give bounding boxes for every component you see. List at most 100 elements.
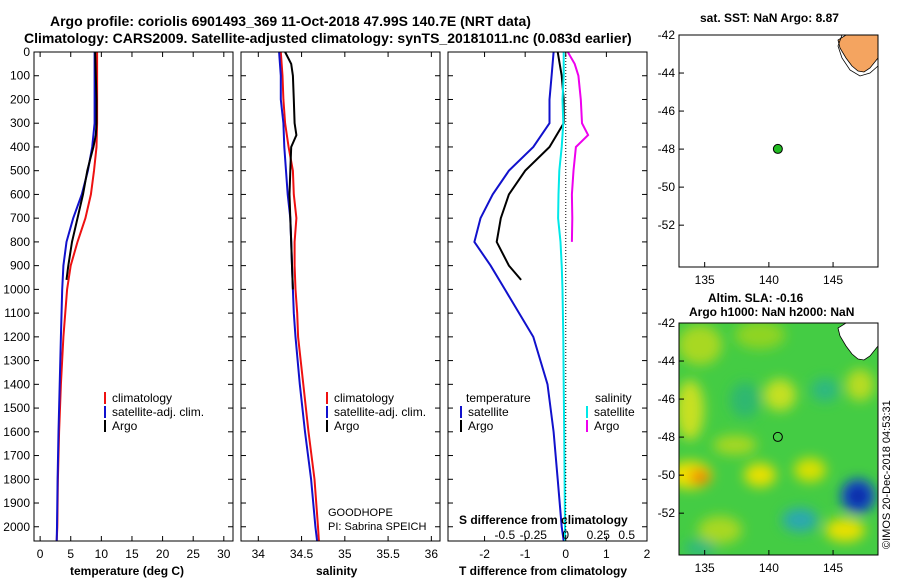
salinity-axes-frame <box>240 51 441 542</box>
depth-tick-label: 0 <box>23 45 30 59</box>
map-y-tick-label: -42 <box>658 316 676 330</box>
depth-tick-label: 600 <box>10 187 30 201</box>
depth-tick-label: 2000 <box>3 520 30 534</box>
map-x-tick-label: 145 <box>823 561 843 575</box>
temperature-panel: 0100200300400500600700800900100011001200… <box>3 45 234 578</box>
x-tick-label: 0 <box>562 547 569 561</box>
legend-argo: Argo <box>112 419 138 433</box>
x-tick-label: 20 <box>156 547 170 561</box>
salinity-xlabel: salinity <box>316 564 358 578</box>
sla-map-frame <box>678 322 879 556</box>
credit-text: ©IMOS 20-Dec-2018 04:53:31 <box>881 400 893 549</box>
pi-annotation: PI: Sabrina SPEICH <box>328 521 426 533</box>
legend-satellite: satellite-adj. clim. <box>112 405 204 419</box>
top-x-tick-label: 0.25 <box>587 528 611 542</box>
series-satellite-adj-clim- <box>55 52 96 542</box>
difference-xlabel-top: S difference from climatology <box>459 513 628 527</box>
difference-xlabel: T difference from climatology <box>459 564 627 578</box>
depth-tick-label: 1900 <box>3 496 30 510</box>
depth-tick-label: 1500 <box>3 401 30 415</box>
depth-tick-label: 1100 <box>4 306 30 320</box>
map-y-tick-label: -50 <box>658 180 676 194</box>
x-tick-label: 36 <box>425 547 439 561</box>
bathymetry-contour <box>837 34 879 77</box>
title-line-1: Argo profile: coriolis 6901493_369 11-Oc… <box>50 13 531 29</box>
difference-legend: temperature satellite Argo salinity sate… <box>460 391 635 433</box>
depth-tick-label: 200 <box>10 92 30 106</box>
x-tick-label: 25 <box>187 547 201 561</box>
map-y-tick-label: -52 <box>658 506 676 520</box>
x-tick-label: 30 <box>217 547 231 561</box>
legend-temperature-title: temperature <box>466 391 531 405</box>
map-y-tick-label: -44 <box>658 354 676 368</box>
legend-temp-satellite: satellite <box>468 405 509 419</box>
legend-salinity-title: salinity <box>595 391 632 405</box>
map-y-tick-label: -44 <box>658 66 676 80</box>
map-y-tick-label: -52 <box>658 218 676 232</box>
sla-map: Altim. SLA: -0.16 Argo h1000: NaN h2000:… <box>658 291 879 575</box>
legend-climatology: climatology <box>112 391 172 405</box>
series-temperature-argo <box>495 51 565 281</box>
sst-map-title: sat. SST: NaN Argo: 8.87 <box>700 11 839 25</box>
legend-sal-satellite: satellite <box>594 405 635 419</box>
x-tick-label: -2 <box>479 547 490 561</box>
map-x-tick-label: 140 <box>759 561 779 575</box>
map-x-tick-label: 140 <box>759 273 779 287</box>
depth-tick-label: 1600 <box>3 425 30 439</box>
depth-tick-label: 1200 <box>3 330 30 344</box>
map-y-tick-label: -42 <box>658 28 676 42</box>
map-y-tick-label: -48 <box>658 430 676 444</box>
x-tick-label: 15 <box>125 547 139 561</box>
x-tick-label: 5 <box>67 547 74 561</box>
depth-tick-label: 900 <box>10 259 30 273</box>
argo-float-marker <box>772 431 783 442</box>
depth-tick-label: 1800 <box>3 472 30 486</box>
temperature-xlabel: temperature (deg C) <box>70 564 184 578</box>
x-tick-label: 2 <box>644 547 651 561</box>
sla-map-subtitle: Argo h1000: NaN h2000: NaN <box>689 305 854 319</box>
map-y-tick-label: -48 <box>658 142 676 156</box>
x-tick-label: 0 <box>37 547 44 561</box>
legend-satellite: satellite-adj. clim. <box>334 405 426 419</box>
series-climatology <box>279 51 320 542</box>
map-y-tick-label: -46 <box>658 392 676 406</box>
temperature-axes-frame <box>33 51 234 542</box>
map-x-tick-label: 135 <box>695 273 715 287</box>
depth-tick-label: 1300 <box>3 354 30 368</box>
project-annotation: GOODHOPE <box>328 507 393 519</box>
depth-tick-label: 700 <box>10 211 30 225</box>
depth-tick-label: 1000 <box>3 282 30 296</box>
map-y-tick-label: -46 <box>658 104 676 118</box>
series-argo <box>65 51 98 281</box>
legend-argo: Argo <box>334 419 360 433</box>
x-tick-label: 1 <box>603 547 610 561</box>
depth-tick-label: 400 <box>10 140 30 154</box>
depth-tick-label: 100 <box>10 69 30 83</box>
x-tick-label: 34 <box>252 547 266 561</box>
x-tick-label: 10 <box>95 547 109 561</box>
sla-heatmap <box>679 323 878 555</box>
sla-map-title: Altim. SLA: -0.16 <box>708 291 804 305</box>
x-tick-label: 35.5 <box>376 547 400 561</box>
salinity-panel: 34 34.5 35 35.5 36 salinity climatology sate… <box>240 51 441 578</box>
depth-tick-label: 500 <box>10 164 30 178</box>
sst-map-frame <box>678 34 879 268</box>
legend-sal-argo: Argo <box>594 419 620 433</box>
legend-temp-argo: Argo <box>468 419 494 433</box>
title-line-2: Climatology: CARS2009. Satellite-adjuste… <box>24 30 632 46</box>
legend-climatology: climatology <box>334 391 394 405</box>
map-x-tick-label: 145 <box>823 273 843 287</box>
depth-tick-label: 300 <box>10 116 30 130</box>
map-x-tick-label: 135 <box>695 561 715 575</box>
map-y-tick-label: -50 <box>658 468 676 482</box>
series-salinity-argo <box>566 51 590 242</box>
depth-tick-label: 800 <box>10 235 30 249</box>
top-x-tick-label: -0.25 <box>520 528 548 542</box>
x-tick-label: 35 <box>338 547 352 561</box>
series-temperature-satellite <box>473 51 565 542</box>
salinity-legend: climatology satellite-adj. clim. Argo <box>326 391 426 433</box>
x-tick-label: -1 <box>520 547 531 561</box>
depth-tick-label: 1400 <box>3 377 30 391</box>
